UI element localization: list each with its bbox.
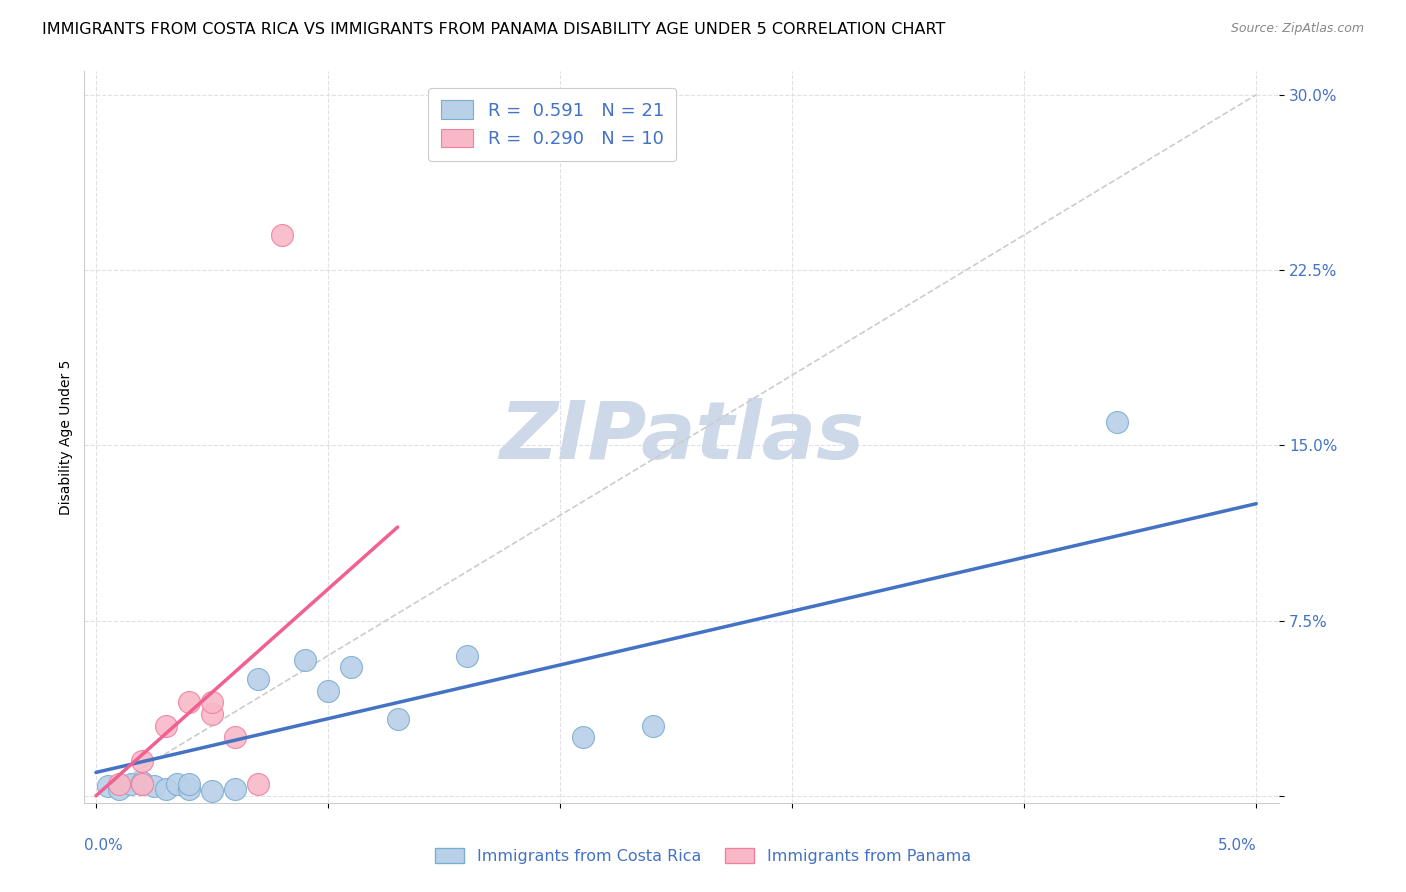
Point [131,777,153,791]
Point [270,227,292,242]
Point [247,777,270,791]
Point [177,777,200,791]
Text: 5.0%: 5.0% [1218,838,1256,853]
Point [131,777,153,791]
Point [143,780,166,794]
Point [120,777,142,791]
Legend: Immigrants from Costa Rica, Immigrants from Panama: Immigrants from Costa Rica, Immigrants f… [429,842,977,871]
Y-axis label: Disability Age Under 5: Disability Age Under 5 [59,359,73,515]
Text: IMMIGRANTS FROM COSTA RICA VS IMMIGRANTS FROM PANAMA DISABILITY AGE UNDER 5 CORR: IMMIGRANTS FROM COSTA RICA VS IMMIGRANTS… [42,22,946,37]
Point [201,784,224,798]
Point [131,774,153,789]
Point [340,660,363,674]
Text: ZIPatlas: ZIPatlas [499,398,865,476]
Point [155,719,177,733]
Point [572,731,595,745]
Point [224,781,246,796]
Point [387,712,409,726]
Point [201,695,224,709]
Point [131,754,153,768]
Point [97,780,120,794]
Point [108,777,131,791]
Point [108,781,131,796]
Point [247,672,270,686]
Text: Source: ZipAtlas.com: Source: ZipAtlas.com [1230,22,1364,36]
Point [177,695,200,709]
Point [641,719,664,733]
Point [294,653,316,667]
Point [456,648,478,663]
Text: 0.0%: 0.0% [84,838,124,853]
Legend: R =  0.591   N = 21, R =  0.290   N = 10: R = 0.591 N = 21, R = 0.290 N = 10 [427,87,676,161]
Point [177,781,200,796]
Point [166,777,188,791]
Point [1105,415,1128,429]
Point [316,683,339,698]
Point [224,731,246,745]
Point [155,781,177,796]
Point [201,706,224,721]
